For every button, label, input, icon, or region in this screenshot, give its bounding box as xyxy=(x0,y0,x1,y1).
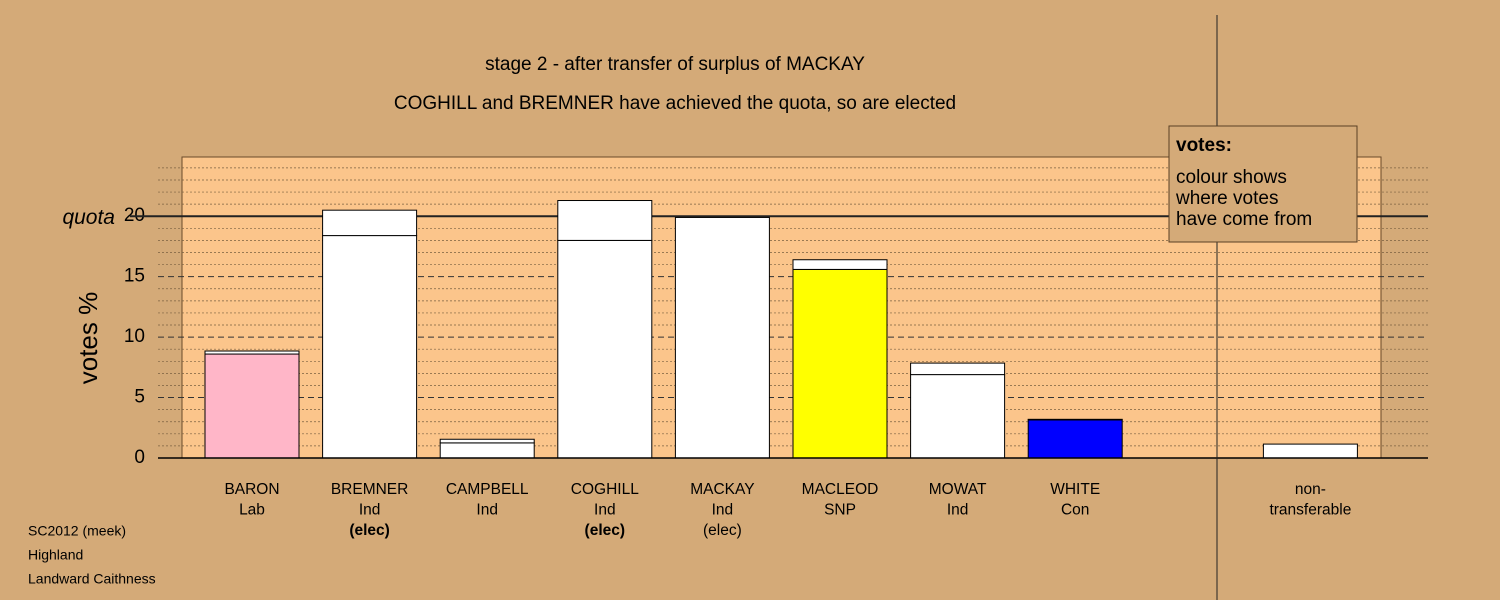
y-axis-label: votes % xyxy=(73,292,103,385)
x-tick-label: MACKAY xyxy=(690,481,754,498)
x-tick-label: WHITE xyxy=(1050,481,1100,498)
bar-segment xyxy=(792,259,888,270)
bar-segment xyxy=(204,353,300,459)
x-tick-label: BARON xyxy=(224,481,279,498)
y-tick-label: 10 xyxy=(124,326,145,347)
bar-segment xyxy=(1027,418,1123,421)
bar-segment xyxy=(439,442,535,459)
x-tick-label: CAMPBELL xyxy=(446,481,529,498)
bar-segment xyxy=(674,216,770,459)
bar-segment xyxy=(792,268,888,459)
bar-segment xyxy=(910,362,1006,376)
x-tick-label: Ind xyxy=(712,502,734,519)
bar-segment xyxy=(910,374,1006,459)
x-tick-label: Ind xyxy=(594,502,616,519)
chart-subtitle: COGHILL and BREMNER have achieved the qu… xyxy=(394,93,956,114)
bar-segment xyxy=(322,209,418,237)
footer-text: SC2012 (meek) xyxy=(28,523,126,539)
bar-segment xyxy=(557,200,653,241)
bar-segment xyxy=(557,239,653,459)
footer-text: Landward Caithness xyxy=(28,571,156,587)
x-tick-label: Ind xyxy=(476,502,498,519)
legend-title: votes: xyxy=(1176,135,1232,156)
x-tick-label: MACLEOD xyxy=(802,481,879,498)
y-tick-label: 0 xyxy=(134,447,145,468)
bar-segment xyxy=(1027,419,1123,459)
bar-segment xyxy=(204,350,300,355)
y-tick-label: 15 xyxy=(124,266,145,287)
legend-box xyxy=(1168,125,1358,243)
quota-label: quota xyxy=(62,206,115,229)
x-tick-label: (elec) xyxy=(703,522,742,539)
x-tick-label: COGHILL xyxy=(571,481,639,498)
x-tick-label: transferable xyxy=(1269,502,1351,519)
bar-segment xyxy=(439,438,535,444)
x-tick-label: SNP xyxy=(824,502,856,519)
x-tick-label: Ind xyxy=(359,502,381,519)
footer-text: Highland xyxy=(28,547,83,563)
legend-text: have come from xyxy=(1176,209,1312,230)
bar-segment xyxy=(1262,443,1358,459)
x-tick-label: (elec) xyxy=(585,522,626,539)
x-tick-label: Lab xyxy=(239,502,265,519)
bar-segment xyxy=(322,235,418,459)
x-tick-label: (elec) xyxy=(349,522,390,539)
legend-text: colour shows xyxy=(1176,167,1287,188)
x-tick-label: Ind xyxy=(947,502,969,519)
x-tick-label: Con xyxy=(1061,502,1089,519)
x-tick-label: MOWAT xyxy=(929,481,987,498)
legend-text: where votes xyxy=(1175,188,1278,209)
chart-title: stage 2 - after transfer of surplus of M… xyxy=(485,54,865,75)
y-tick-label: 5 xyxy=(134,387,145,408)
x-tick-label: BREMNER xyxy=(331,481,409,498)
x-tick-label: non- xyxy=(1295,481,1326,498)
